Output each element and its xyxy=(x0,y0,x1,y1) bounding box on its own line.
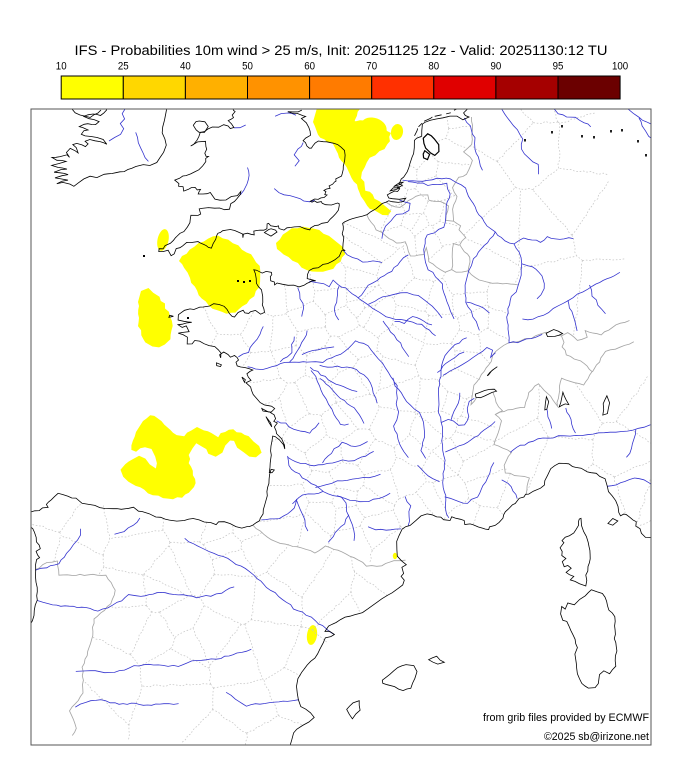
svg-text:IFS - Probabilities 10m wind >: IFS - Probabilities 10m wind > 25 m/s, I… xyxy=(75,43,608,58)
svg-text:from grib files provided by EC: from grib files provided by ECMWF xyxy=(483,712,649,724)
svg-text:40: 40 xyxy=(180,60,191,72)
svg-text:95: 95 xyxy=(553,60,564,72)
svg-text:70: 70 xyxy=(366,60,377,72)
svg-text:25: 25 xyxy=(118,60,129,72)
svg-text:50: 50 xyxy=(242,60,253,72)
svg-text:10: 10 xyxy=(56,60,67,72)
svg-text:90: 90 xyxy=(491,60,502,72)
svg-text:100: 100 xyxy=(612,60,628,72)
svg-text:80: 80 xyxy=(428,60,439,72)
svg-text:©2025 sb@irizone.net: ©2025 sb@irizone.net xyxy=(544,731,649,743)
svg-text:60: 60 xyxy=(304,60,315,72)
